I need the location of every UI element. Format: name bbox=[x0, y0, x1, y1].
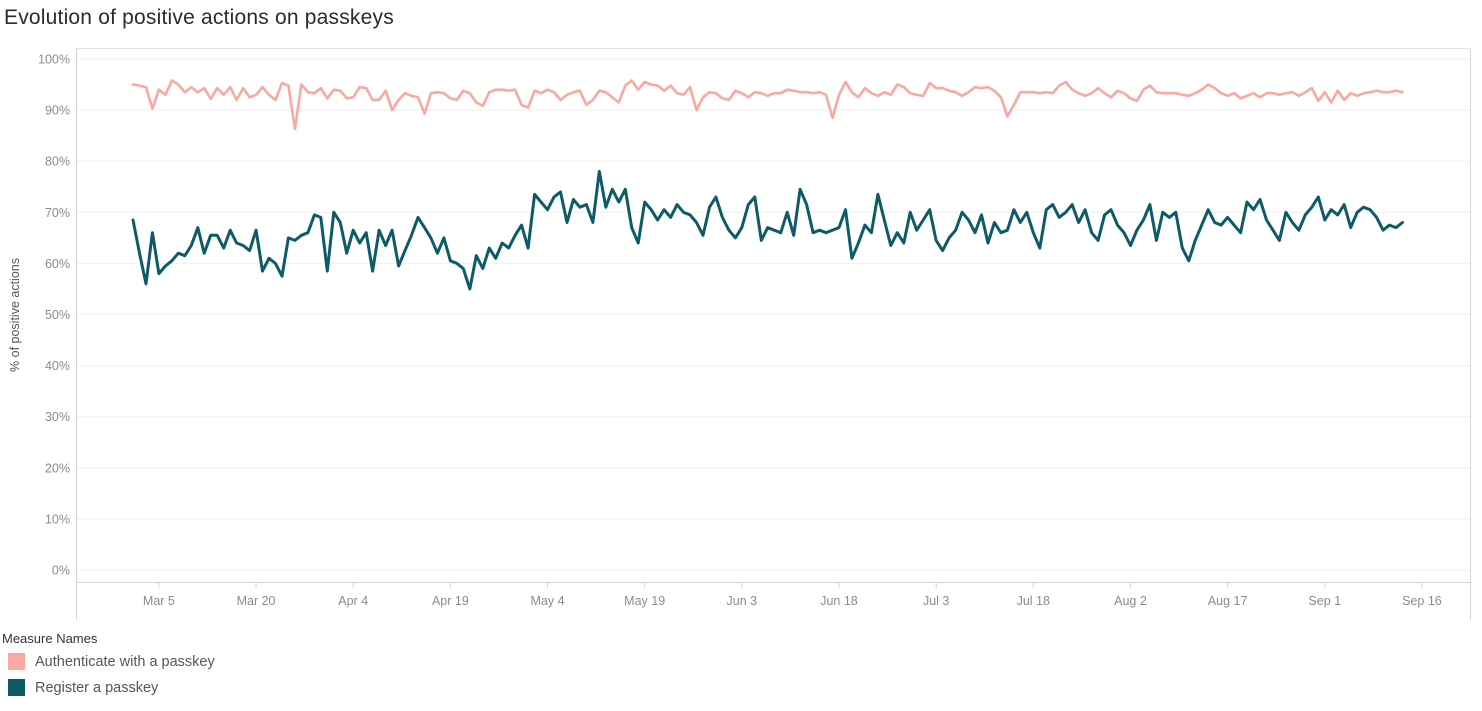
legend-swatch-register-a-passkey bbox=[8, 679, 25, 696]
legend-swatch-authenticate-with-a-passkey bbox=[8, 653, 25, 670]
legend-items: Authenticate with a passkey Register a pa… bbox=[2, 653, 215, 696]
legend-item-register-a-passkey[interactable]: Register a passkey bbox=[8, 679, 215, 696]
y-tick-label: 50% bbox=[45, 308, 70, 322]
x-tick-label: Jun 18 bbox=[820, 594, 858, 608]
legend-label-authenticate-with-a-passkey: Authenticate with a passkey bbox=[35, 653, 215, 670]
x-tick-label: May 19 bbox=[624, 594, 665, 608]
legend: Measure Names Authenticate with a passke… bbox=[2, 631, 215, 705]
series-line-register-a-passkey[interactable] bbox=[131, 169, 1404, 291]
x-tick-label: Mar 20 bbox=[237, 594, 276, 608]
y-tick-label: 40% bbox=[45, 359, 70, 373]
x-tick-label: Aug 17 bbox=[1208, 594, 1248, 608]
x-tick-label: Apr 4 bbox=[338, 594, 368, 608]
series-line-authenticate-with-a-passkey[interactable] bbox=[131, 79, 1404, 131]
x-tick-label: Jul 18 bbox=[1017, 594, 1050, 608]
x-tick-label: Jun 3 bbox=[727, 594, 758, 608]
y-tick-label: 90% bbox=[45, 104, 70, 118]
y-axis-title: % of positive actions bbox=[8, 258, 22, 372]
x-tick-label: Apr 19 bbox=[432, 594, 469, 608]
y-tick-label: 70% bbox=[45, 206, 70, 220]
y-tick-label: 100% bbox=[38, 53, 70, 67]
y-tick-label: 10% bbox=[45, 512, 70, 526]
x-tick-label: Sep 16 bbox=[1402, 594, 1442, 608]
y-tick-label: 80% bbox=[45, 155, 70, 169]
legend-label-register-a-passkey: Register a passkey bbox=[35, 679, 159, 696]
x-tick-label: Mar 5 bbox=[143, 594, 175, 608]
y-tick-label: 20% bbox=[45, 461, 70, 475]
legend-item-authenticate-with-a-passkey[interactable]: Authenticate with a passkey bbox=[8, 653, 215, 670]
y-tick-label: 0% bbox=[52, 564, 70, 578]
line-chart-canvas[interactable]: 0% 10% 20% 30% 40% 50% 60% 70% 80% 90% 100% Mar 5 Ma… bbox=[0, 0, 1482, 628]
legend-title: Measure Names bbox=[2, 631, 98, 646]
x-tick-label: Sep 1 bbox=[1308, 594, 1341, 608]
x-tick-label: May 4 bbox=[531, 594, 565, 608]
y-tick-label: 30% bbox=[45, 410, 70, 424]
x-tick-label: Jul 3 bbox=[923, 594, 949, 608]
x-tick-label: Aug 2 bbox=[1114, 594, 1147, 608]
chart-title: Evolution of positive actions on passkey… bbox=[4, 6, 394, 29]
y-tick-label: 60% bbox=[45, 257, 70, 271]
